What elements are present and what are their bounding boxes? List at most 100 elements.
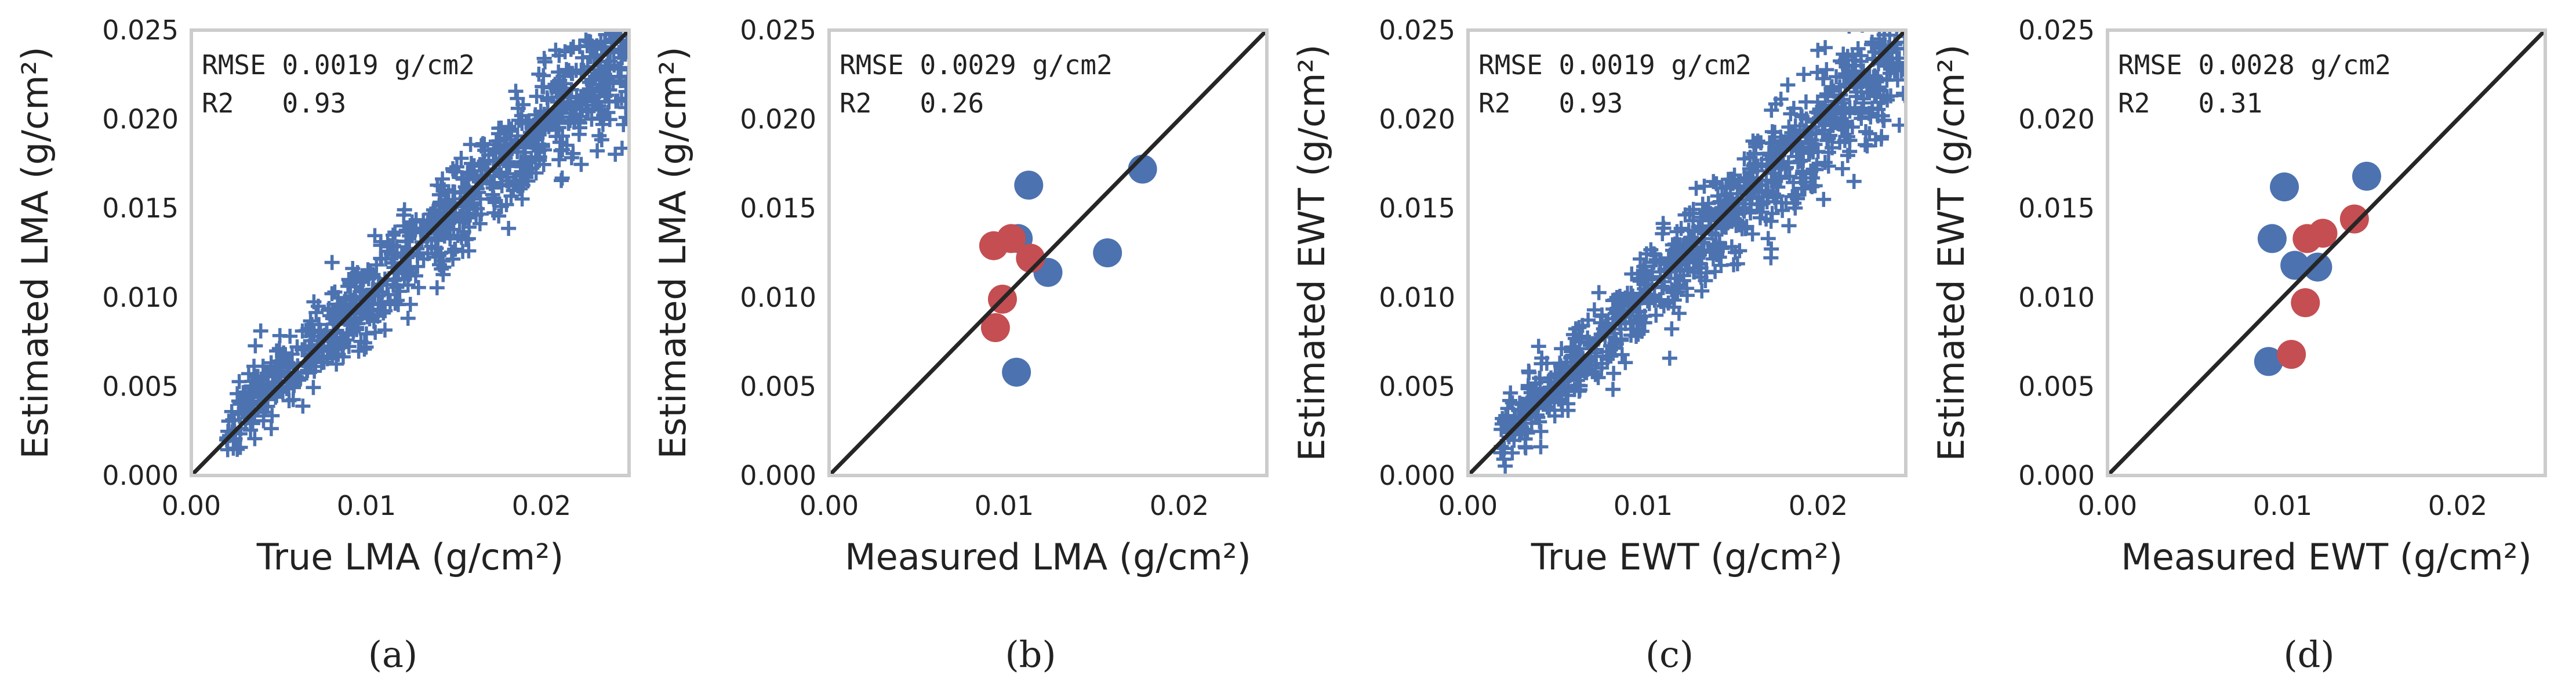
data-point [1682,231,1698,247]
data-point [431,198,447,213]
data-point [1531,339,1546,354]
data-point [1586,302,1602,318]
data-point [594,132,609,147]
data-point [243,422,259,438]
data-point [1859,138,1875,154]
data-point [487,195,503,210]
data-point [1883,61,1898,77]
data-point [1883,30,1887,35]
data-point [1896,0,1912,6]
data-point [620,0,635,12]
data-point [1554,402,1570,418]
data-point [1539,355,1554,371]
data-point-red [2291,288,2320,318]
data-point [1864,9,1879,24]
data-point [408,268,423,284]
panel-b: 0.00 0.01 0.02 0.000 0.005 0.010 0.015 0.020 0.0… [652,14,1269,676]
data-point [230,386,245,401]
data-point [402,296,418,312]
data-point [597,0,612,13]
data-point [246,358,262,374]
data-point [247,431,263,447]
data-point [1848,89,1864,104]
data-point [572,115,587,131]
data-point [565,146,581,161]
data-point [380,286,396,302]
data-point [1780,77,1796,93]
data-point [597,61,613,77]
data-point [396,207,412,223]
data-point [1868,132,1884,148]
x-tick-label: 0.01 [1614,490,1673,521]
data-point [1773,129,1789,145]
data-point [514,191,530,207]
data-point [1493,445,1509,460]
data-point-blue [2270,172,2299,202]
data-point [584,71,600,87]
data-point [1818,40,1833,56]
data-point [1745,133,1761,149]
axes-frame [1466,28,1908,477]
data-point [256,381,271,397]
x-tick-label: 0.00 [800,490,859,521]
data-point [1755,195,1771,211]
y-axis-label: Estimated LMA (g/cm²) [652,46,694,459]
data-point [474,137,490,153]
data-point-blue [1002,357,1031,387]
x-axis-label: True EWT (g/cm²) [1531,536,1843,578]
x-tick-label: 0.01 [337,490,396,521]
data-point [621,0,636,10]
data-point [1821,7,1836,22]
y-tick-label: 0.015 [1379,193,1455,224]
data-point [562,97,578,112]
y-tick-label: 0.015 [102,193,179,224]
data-point [501,220,517,236]
data-point [1676,268,1691,284]
stats-annotation-line: R2 0.93 [1478,88,1623,119]
data-point [284,346,300,362]
data-point [357,335,372,351]
panel-caption: (c) [1645,633,1694,676]
x-tick-label: 0.00 [162,490,221,521]
data-point-red [997,224,1026,253]
stats-annotation-line: R2 0.93 [202,88,346,119]
data-point [440,193,456,209]
data-point [1882,5,1897,20]
y-tick-label: 0.015 [2018,193,2095,224]
data-point [1621,296,1636,312]
data-point [618,30,622,31]
data-point [517,154,533,169]
data-point [618,100,629,115]
y-tick-label: 0.000 [740,460,816,491]
data-point-blue [2303,252,2332,282]
data-point [408,212,424,227]
data-point-blue [1093,238,1122,267]
data-point [1575,318,1590,333]
data-point [1876,112,1892,128]
data-point [445,161,461,176]
data-point [1781,218,1797,234]
x-axis-label: Measured LMA (g/cm²) [845,536,1251,578]
y-tick-label: 0.005 [2018,371,2095,402]
y-tick-label: 0.000 [1379,460,1455,491]
data-point [1533,439,1549,455]
data-point [225,412,241,428]
data-point [1802,144,1818,160]
data-point [565,39,581,55]
y-tick-label: 0.005 [740,371,816,402]
data-point [1503,385,1518,401]
data-point [1837,133,1852,148]
data-point [347,312,362,328]
data-point [328,308,343,324]
data-point-blue [2280,251,2310,280]
x-tick-label: 0.01 [975,490,1034,521]
data-point [1594,355,1609,371]
data-point [1623,285,1639,301]
data-point [1724,172,1740,187]
y-tick-label: 0.020 [102,104,179,135]
data-point [493,120,509,136]
data-point [298,323,314,339]
y-axis-label: Estimated EWT (g/cm²) [1930,45,1972,462]
data-point [1730,256,1745,271]
